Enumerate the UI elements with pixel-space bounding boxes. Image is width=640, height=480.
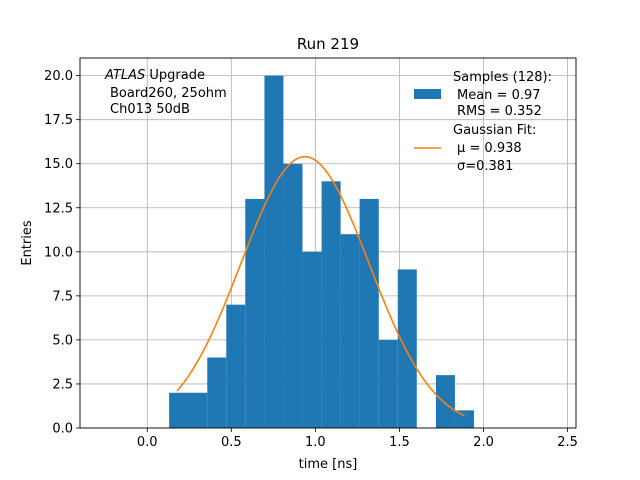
legend-swatch-samples: [414, 89, 441, 99]
annotation-atlas: ATLAS: [104, 68, 145, 83]
histogram-bar: [207, 357, 227, 428]
gaussian-fit: [176, 155, 465, 417]
y-tick-label: 10.0: [44, 245, 73, 260]
grid: [80, 58, 576, 429]
y-tick-label: 20.0: [44, 69, 73, 84]
legend: Samples (128): Mean = 0.97 RMS = 0.352 G…: [414, 70, 552, 174]
chart-title: Run 219: [297, 35, 359, 53]
x-tick-label: 2.0: [473, 435, 494, 450]
histogram-bar: [283, 163, 303, 428]
annotation-upgrade: Upgrade: [145, 68, 205, 83]
histogram-bars: [169, 75, 474, 428]
y-tick-label: 17.5: [44, 113, 73, 128]
histogram-bar: [245, 198, 265, 428]
legend-samples-rms: RMS = 0.352: [457, 104, 542, 119]
histogram-bar: [321, 181, 341, 428]
x-axis-label: time [ns]: [299, 457, 358, 472]
histogram-bar: [302, 251, 322, 428]
y-tick-label: 2.5: [52, 377, 73, 392]
histogram-bar: [264, 75, 284, 428]
x-tick-label: 1.0: [305, 435, 326, 450]
gaussian-fit-line: [176, 155, 465, 417]
plot-frame: [79, 57, 577, 429]
x-tick-label: 2.5: [557, 435, 578, 450]
y-tick-label: 15.0: [44, 157, 73, 172]
legend-fit-title: Gaussian Fit:: [453, 123, 536, 138]
legend-fit-sigma: σ=0.381: [457, 159, 513, 174]
legend-samples-mean: Mean = 0.97: [457, 88, 541, 103]
y-axis-ticks: 0.0 2.5 5.0 7.5 10.0 12.5 15.0 17.5 20.0: [44, 69, 80, 437]
legend-samples-title: Samples (128):: [453, 70, 552, 85]
histogram-bar: [226, 304, 246, 428]
x-tick-label: 0.0: [137, 435, 158, 450]
histogram-bar: [454, 410, 474, 428]
annotation-line-2: Board260, 25ohm: [110, 86, 227, 101]
histogram-bar: [340, 234, 360, 428]
y-tick-label: 7.5: [52, 289, 73, 304]
histogram-bar: [359, 198, 379, 428]
histogram-bar: [397, 269, 417, 428]
y-tick-label: 0.0: [52, 422, 73, 437]
legend-fit-mu: μ = 0.938: [457, 141, 522, 156]
y-axis-label: Entries: [20, 220, 35, 266]
histogram-bar: [169, 392, 208, 428]
annotation-line-3: Ch013 50dB: [110, 102, 190, 117]
histogram-bar: [435, 375, 455, 428]
atlas-annotation: ATLAS Upgrade Board260, 25ohm Ch013 50dB: [104, 68, 227, 117]
y-tick-label: 12.5: [44, 201, 73, 216]
x-axis-ticks: 0.0 0.5 1.0 1.5 2.0 2.5: [137, 428, 578, 450]
x-tick-label: 1.5: [389, 435, 410, 450]
histogram-bar: [378, 339, 398, 428]
annotation-line-1: ATLAS Upgrade: [104, 68, 205, 83]
y-tick-label: 5.0: [52, 333, 73, 348]
x-tick-label: 0.5: [221, 435, 242, 450]
